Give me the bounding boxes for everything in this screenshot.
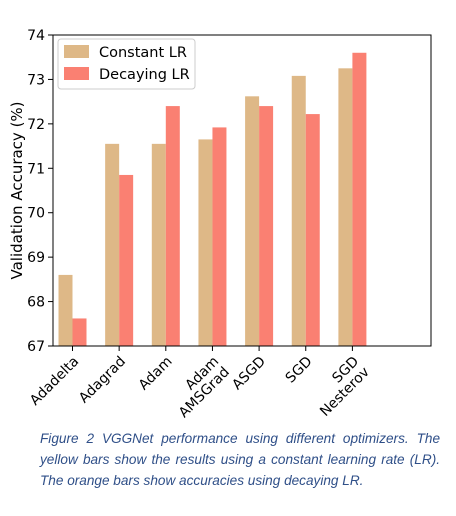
- bar-constant-lr: [198, 139, 213, 346]
- x-tick-label: Adadelta: [27, 354, 82, 409]
- bar-constant-lr: [105, 143, 120, 346]
- bar-decaying-lr: [72, 318, 87, 346]
- legend-swatch: [64, 45, 89, 58]
- x-tick-label: Adagrad: [76, 354, 129, 407]
- y-tick-label: 71: [27, 161, 45, 177]
- legend-swatch: [64, 67, 89, 80]
- y-axis: 67 68 69 70 71 72 73 74: [27, 28, 53, 355]
- bar-decaying-lr: [119, 174, 134, 346]
- plot-frame: [52, 34, 432, 347]
- bar-constant-lr: [291, 75, 306, 347]
- y-tick-label: 74: [27, 28, 45, 44]
- y-tick-label: 69: [27, 250, 45, 266]
- x-tick-label: AdamAMSGrad: [165, 354, 233, 420]
- x-tick-label: ASGD: [229, 354, 269, 394]
- y-tick-label: 70: [27, 206, 45, 222]
- bar-decaying-lr: [305, 114, 320, 346]
- y-tick-label: 67: [27, 339, 45, 355]
- legend-label: Decaying LR: [99, 67, 190, 83]
- bar-constant-lr: [245, 96, 260, 346]
- legend-label: Constant LR: [99, 45, 187, 61]
- figure-caption: Figure 2 VGGNet performance using differ…: [40, 431, 440, 488]
- bar-decaying-lr: [165, 106, 180, 346]
- y-tick-label: 73: [27, 72, 45, 88]
- bar-constant-lr: [338, 68, 353, 347]
- bar-constant-lr: [58, 274, 73, 346]
- y-axis-title: Validation Accuracy (%): [8, 101, 26, 279]
- legend-box: [57, 38, 196, 90]
- bar-decaying-lr: [212, 127, 227, 346]
- chart-marks: [58, 52, 367, 347]
- y-tick-label: 72: [27, 117, 45, 133]
- x-tick-label: Adam: [136, 354, 176, 394]
- bar-decaying-lr: [352, 52, 367, 347]
- bar-decaying-lr: [259, 106, 274, 346]
- bar-constant-lr: [151, 143, 166, 346]
- legend: Constant LR Decaying LR: [57, 38, 196, 90]
- x-tick-label: SGD: [283, 354, 316, 387]
- x-tick-label: SGDNesterov: [307, 354, 373, 420]
- y-tick-label: 68: [27, 295, 45, 311]
